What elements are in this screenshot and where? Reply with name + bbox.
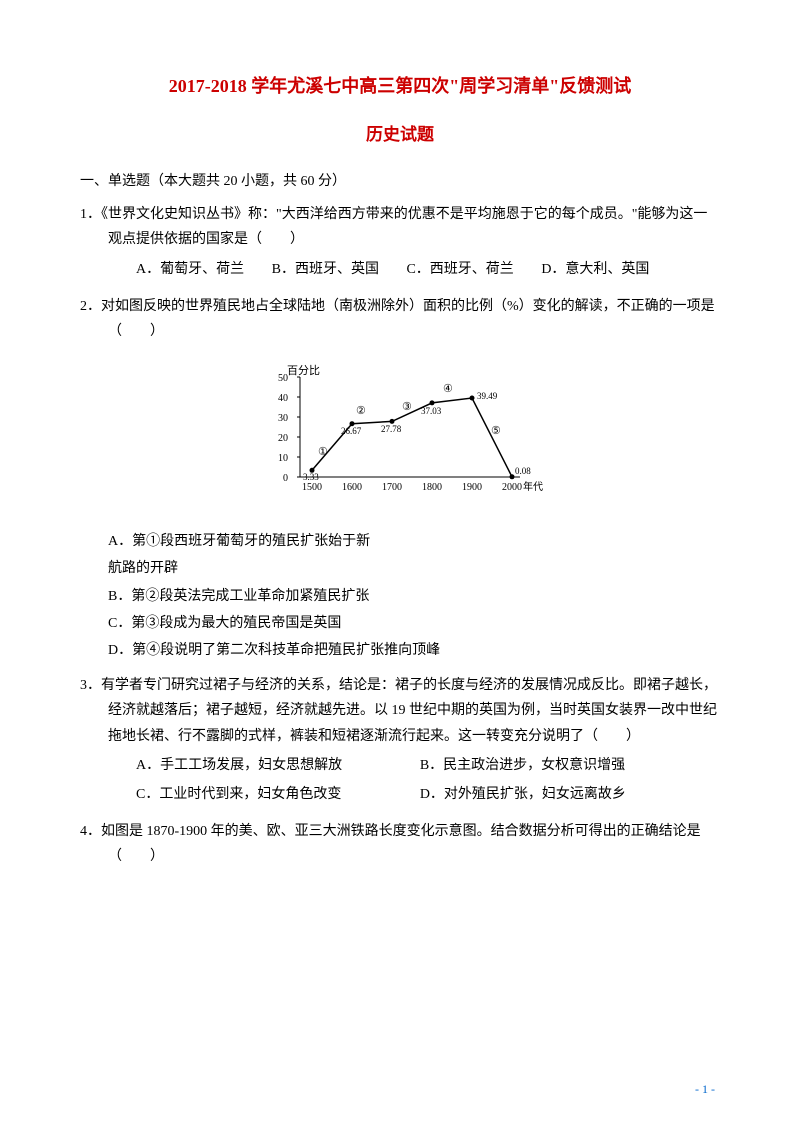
y-tick-10: 10 [278, 453, 288, 464]
value-label-1: 3.33 [303, 472, 319, 482]
y-tick-0: 0 [283, 473, 288, 484]
value-label-5: 39.49 [477, 391, 498, 401]
question-number: 4． [80, 824, 101, 839]
option-c: C．第③段成为最大的殖民帝国是英国 [80, 611, 720, 636]
option-a: A．手工工场发展，妇女思想解放 [136, 753, 416, 778]
option-a: A．第①段西班牙葡萄牙的殖民扩张始于新 [80, 529, 720, 554]
x-tick-1600: 1600 [342, 482, 362, 493]
page-number: - 1 - [695, 1079, 715, 1101]
label-circle-4: ④ [443, 383, 453, 395]
page-title: 2017-2018 学年尤溪七中高三第四次"周学习清单"反馈测试 [80, 70, 720, 102]
question-text: 《世界文化史知识丛书》称："大西洋给西方带来的优惠不是平均施恩于它的每个成员。"… [101, 207, 707, 247]
option-d: D．对外殖民扩张，妇女远离故乡 [420, 782, 700, 807]
question-3: 3．有学者专门研究过裙子与经济的关系，结论是：裙子的长度与经济的发展情况成反比。… [80, 673, 720, 807]
option-c: C．工业时代到来，妇女角色改变 [136, 782, 416, 807]
chart-point-6 [510, 474, 515, 479]
option-c: C．西班牙、荷兰 [406, 257, 513, 282]
value-label-3: 27.78 [381, 424, 402, 434]
x-tick-1700: 1700 [382, 482, 402, 493]
question-1: 1．《世界文化史知识丛书》称："大西洋给西方带来的优惠不是平均施恩于它的每个成员… [80, 202, 720, 282]
label-circle-2: ② [356, 405, 366, 417]
label-circle-3: ③ [402, 401, 412, 413]
value-label-4: 37.03 [421, 406, 442, 416]
question-text: 如图是 1870-1900 年的美、欧、亚三大洲铁路长度变化示意图。结合数据分析… [101, 824, 701, 864]
chart-point-5 [470, 396, 475, 401]
option-b: B．民主政治进步，女权意识增强 [420, 753, 700, 778]
option-d: D．第④段说明了第二次科技革命把殖民扩张推向顶峰 [80, 638, 720, 663]
y-axis-label: 百分比 [287, 364, 320, 377]
question-number: 2． [80, 299, 101, 314]
section-header: 一、单选题（本大题共 20 小题，共 60 分） [80, 169, 720, 194]
question-4: 4．如图是 1870-1900 年的美、欧、亚三大洲铁路长度变化示意图。结合数据… [80, 819, 720, 869]
question-number: 3． [80, 678, 101, 693]
options-row: A．葡萄牙、荷兰 B．西班牙、英国 C．西班牙、荷兰 D．意大利、英国 [108, 257, 720, 282]
x-tick-1500: 1500 [302, 482, 322, 493]
label-circle-5: ⑤ [491, 425, 501, 437]
x-axis-label: 年代 [523, 480, 543, 493]
question-2: 2．对如图反映的世界殖民地占全球陆地（南极洲除外）面积的比例（%）变化的解读，不… [80, 294, 720, 344]
option-b: B．西班牙、英国 [272, 257, 379, 282]
y-tick-30: 30 [278, 413, 288, 424]
options-row: A．手工工场发展，妇女思想解放 B．民主政治进步，女权意识增强 [108, 753, 720, 778]
options-row: C．工业时代到来，妇女角色改变 D．对外殖民扩张，妇女远离故乡 [108, 782, 720, 807]
label-circle-1: ① [318, 446, 328, 458]
y-tick-20: 20 [278, 433, 288, 444]
value-label-2: 26.67 [341, 426, 362, 436]
option-d: D．意大利、英国 [541, 257, 649, 282]
x-tick-1800: 1800 [422, 482, 442, 493]
page-subtitle: 历史试题 [80, 120, 720, 151]
x-tick-2000: 2000 [502, 482, 522, 493]
option-a: A．葡萄牙、荷兰 [136, 257, 244, 282]
question-number: 1． [80, 207, 101, 222]
value-label-6: 0.08 [515, 466, 531, 476]
colonial-percentage-chart: 百分比 0 10 20 30 40 50 1500 1600 1700 1800… [255, 362, 545, 502]
question-text: 对如图反映的世界殖民地占全球陆地（南极洲除外）面积的比例（%）变化的解读，不正确… [101, 299, 715, 339]
question-text: 有学者专门研究过裙子与经济的关系，结论是：裙子的长度与经济的发展情况成反比。即裙… [101, 678, 717, 743]
y-tick-50: 50 [278, 373, 288, 384]
chart-point-4 [430, 401, 435, 406]
y-tick-40: 40 [278, 393, 288, 404]
option-a-cont: 航路的开辟 [80, 556, 720, 581]
x-tick-1900: 1900 [462, 482, 482, 493]
chart-container: 百分比 0 10 20 30 40 50 1500 1600 1700 1800… [80, 362, 720, 511]
option-b: B．第②段英法完成工业革命加紧殖民扩张 [80, 584, 720, 609]
